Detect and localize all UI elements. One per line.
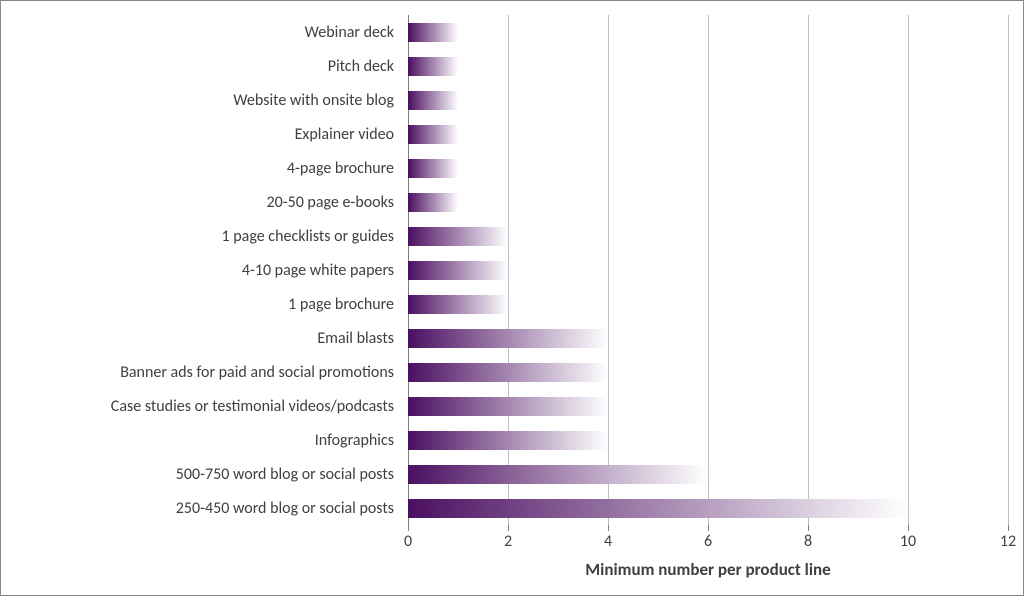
category-label: 4-page brochure: [0, 159, 394, 178]
x-tick-mark: [808, 525, 809, 531]
x-tick-label: 12: [1000, 532, 1016, 551]
x-tick-label: 6: [704, 532, 712, 551]
x-tick-label: 0: [404, 532, 412, 551]
category-label: Webinar deck: [0, 23, 394, 42]
category-label: 4-10 page white papers: [0, 261, 394, 280]
chart-frame: Webinar deck Pitch deck Website with onsit…: [0, 0, 1024, 596]
bar: [408, 125, 458, 144]
gridline: [908, 15, 909, 525]
category-label: 500-750 word blog or social posts: [0, 465, 394, 484]
category-labels: Webinar deck Pitch deck Website with onsit…: [1, 15, 394, 525]
category-label: Banner ads for paid and social promotion…: [0, 363, 394, 382]
category-label: Case studies or testimonial videos/podca…: [0, 397, 394, 416]
bar: [408, 499, 908, 518]
gridline: [1008, 15, 1009, 525]
gridline: [708, 15, 709, 525]
category-label: 1 page checklists or guides: [0, 227, 394, 246]
gridline: [808, 15, 809, 525]
x-axis-ticks: 024681012: [408, 525, 1008, 555]
bar: [408, 159, 458, 178]
bar: [408, 193, 458, 212]
x-tick-label: 8: [804, 532, 812, 551]
bar: [408, 431, 608, 450]
plot-area: [408, 15, 1008, 525]
x-tick-label: 10: [900, 532, 916, 551]
x-tick-mark: [1008, 525, 1009, 531]
category-label: Website with onsite blog: [0, 91, 394, 110]
x-tick-mark: [708, 525, 709, 531]
x-axis-title: Minimum number per product line: [585, 559, 830, 580]
category-label: Email blasts: [0, 329, 394, 348]
gridline: [608, 15, 609, 525]
bar: [408, 397, 608, 416]
category-label: 1 page brochure: [0, 295, 394, 314]
bar: [408, 227, 508, 246]
category-label: Pitch deck: [0, 57, 394, 76]
bar: [408, 23, 458, 42]
x-tick-mark: [508, 525, 509, 531]
x-tick-mark: [408, 525, 409, 531]
bar: [408, 295, 508, 314]
bar: [408, 261, 508, 280]
bar: [408, 91, 458, 110]
x-tick-mark: [908, 525, 909, 531]
x-tick-mark: [608, 525, 609, 531]
category-label: 250-450 word blog or social posts: [0, 499, 394, 518]
bar: [408, 465, 708, 484]
x-tick-label: 2: [504, 532, 512, 551]
bar: [408, 57, 458, 76]
x-tick-label: 4: [604, 532, 612, 551]
bar: [408, 329, 608, 348]
category-label: Explainer video: [0, 125, 394, 144]
category-label: 20-50 page e-books: [0, 193, 394, 212]
category-label: Infographics: [0, 431, 394, 450]
bar: [408, 363, 608, 382]
